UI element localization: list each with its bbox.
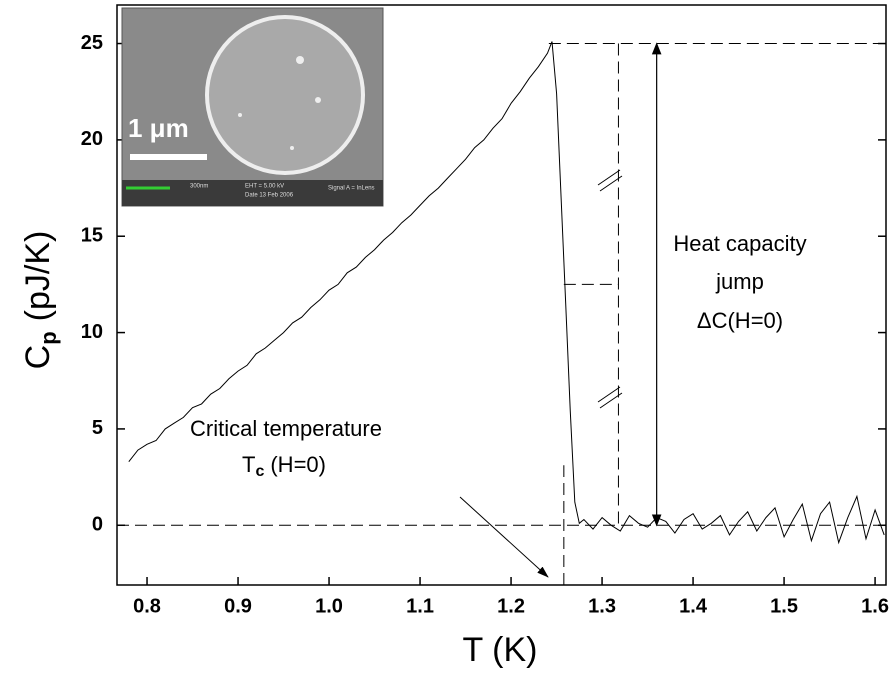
x-tick-label: 1.0 bbox=[315, 595, 343, 617]
y-axis-label: Cp (pJ/K) bbox=[19, 231, 61, 370]
inset-scale: 1 μm bbox=[128, 113, 189, 143]
x-tick-label: 1.1 bbox=[406, 595, 434, 617]
annotation: Heat capacity bbox=[673, 231, 806, 256]
x-tick-label: 1.4 bbox=[679, 595, 708, 617]
x-tick-label: 1.2 bbox=[497, 595, 525, 617]
inset-eht: EHT = 5.00 kV bbox=[245, 184, 284, 190]
y-tick-label: 25 bbox=[81, 32, 103, 54]
inset-mag: 300nm bbox=[190, 184, 208, 190]
y-axis-label: (pJ/K) bbox=[19, 231, 57, 322]
tc-arrow bbox=[459, 496, 549, 578]
inset: 1 μm 300nm EHT = 5.00 kV Date 13 Feb 200… bbox=[121, 7, 384, 207]
y-axis-label: C bbox=[19, 345, 57, 370]
annotation: jump bbox=[715, 269, 764, 294]
x-tick-label: 0.9 bbox=[224, 595, 252, 617]
x-tick-label: 0.8 bbox=[133, 595, 161, 617]
annotation: Critical temperature bbox=[190, 416, 382, 441]
y-tick-label: 10 bbox=[81, 321, 103, 343]
x-axis-label: T (K) bbox=[463, 631, 538, 669]
annotation: T bbox=[242, 452, 255, 477]
x-tick-label: 1.5 bbox=[770, 595, 798, 617]
data-line bbox=[128, 41, 885, 545]
y-tick-label: 20 bbox=[81, 128, 103, 150]
annotation: ΔC(H=0) bbox=[697, 308, 783, 333]
x-tick-label: 1.6 bbox=[861, 595, 889, 617]
inset-signal: Signal A = InLens bbox=[328, 186, 375, 192]
x-tick-label: 1.3 bbox=[588, 595, 616, 617]
inset-date: Date 13 Feb 2006 bbox=[245, 193, 294, 199]
annotation: (H=0) bbox=[270, 452, 326, 477]
y-tick-label: 0 bbox=[92, 514, 103, 536]
break-mark bbox=[597, 169, 623, 409]
y-axis-label: p bbox=[36, 331, 61, 344]
annotation: Tc (H=0) bbox=[242, 452, 326, 480]
plot-frame bbox=[116, 4, 887, 586]
y-tick-label: 5 bbox=[92, 417, 103, 439]
annotation: c bbox=[255, 463, 264, 480]
y-tick-label: 15 bbox=[81, 225, 103, 247]
